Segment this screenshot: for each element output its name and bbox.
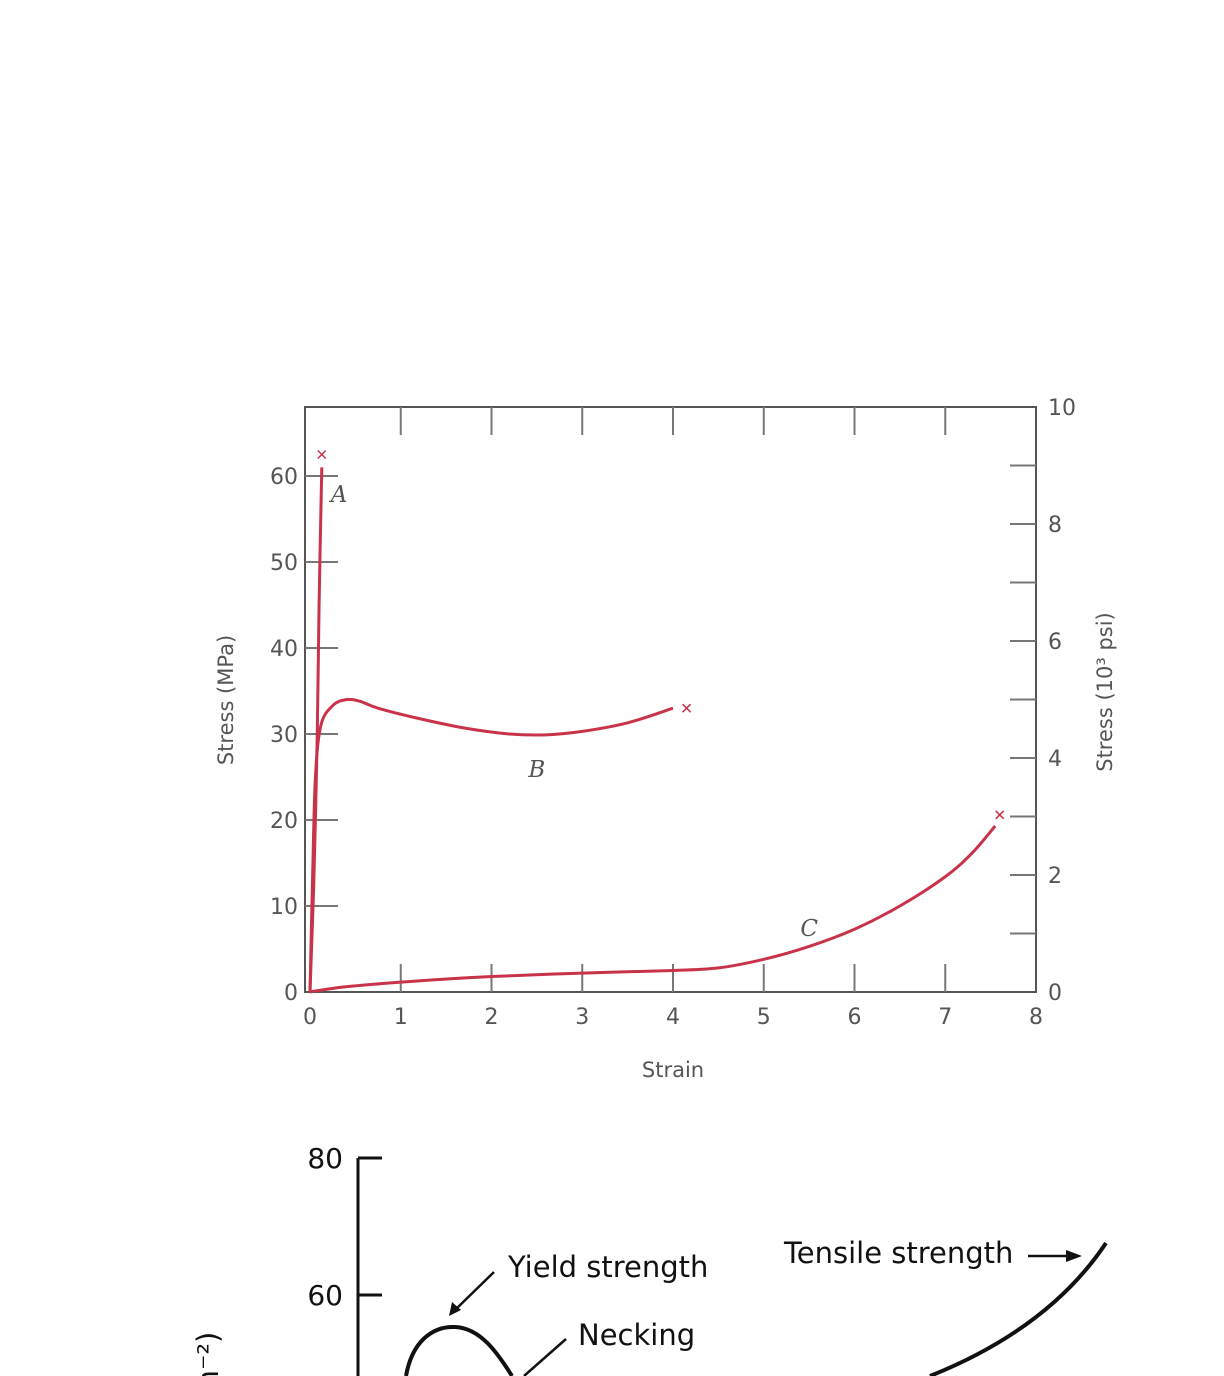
y2-axis-title: Stress (10³ psi) <box>1093 612 1117 772</box>
y-tick-label-10: 10 <box>270 895 298 920</box>
fracture-marker-C <box>995 810 1005 820</box>
y-axis-title: Stress (MPa) <box>214 635 238 765</box>
curve-label-B: B <box>527 757 545 783</box>
y-tick-label-50: 50 <box>270 551 298 576</box>
annotation-tensile-strength: Tensile strength <box>783 1236 1013 1270</box>
curve-rising-end <box>929 1241 1108 1376</box>
y2-tick-label-4: 4 <box>1048 747 1062 772</box>
y2-tick-label-0: 0 <box>1048 981 1062 1006</box>
curves: A B C <box>308 449 1005 994</box>
y2-tick-label-10: 10 <box>1048 396 1076 421</box>
x-tick-label-7: 7 <box>938 1005 952 1030</box>
fracture-marker-A <box>317 449 327 460</box>
y-tick-label-20: 20 <box>270 809 298 834</box>
x-tick-label-8: 8 <box>1029 1005 1043 1030</box>
y-axis-title: n⁻²) <box>191 1332 225 1376</box>
x-tick-label-1: 1 <box>394 1005 408 1030</box>
x-tick-label-3: 3 <box>575 1005 589 1030</box>
x-tick-label-6: 6 <box>848 1005 862 1030</box>
fracture-marker-B <box>682 703 692 713</box>
y2-tick-label-2: 2 <box>1048 864 1062 889</box>
curve-label-C: C <box>800 916 818 942</box>
plot-frame <box>304 406 1037 993</box>
x-tick-label-2: 2 <box>485 1005 499 1030</box>
y-tick-label-60: 60 <box>307 1279 343 1312</box>
y2-tick-label-6: 6 <box>1048 630 1062 655</box>
x-axis-title: Strain <box>642 1058 704 1082</box>
x-tick-label-0: 0 <box>303 1005 317 1030</box>
x-tick-label-5: 5 <box>757 1005 771 1030</box>
y-tick-label-40: 40 <box>270 637 298 662</box>
arrow-tensile-head <box>1066 1250 1082 1262</box>
arrow-necking-shaft <box>523 1338 567 1376</box>
y-tick-label-60: 60 <box>270 465 298 490</box>
annotation-yield-strength: Yield strength <box>507 1250 708 1284</box>
curve-label-A: A <box>329 482 348 508</box>
curve-yield-peak <box>404 1324 514 1376</box>
annotation-necking: Necking <box>578 1318 695 1352</box>
y-tick-label-80: 80 <box>307 1142 343 1175</box>
x-tick-label-4: 4 <box>666 1005 680 1030</box>
arrow-yield-shaft <box>454 1271 495 1311</box>
tensile-curve-chart: 80 60 n⁻²) Yield strength Tensile streng… <box>191 1142 1108 1376</box>
curve-C <box>309 825 997 994</box>
y2-tick-label-8: 8 <box>1048 513 1062 538</box>
y-tick-label-30: 30 <box>270 723 298 748</box>
arrow-yield-head <box>449 1302 461 1316</box>
curve-B <box>308 697 674 993</box>
y-tick-label-0: 0 <box>284 981 298 1006</box>
